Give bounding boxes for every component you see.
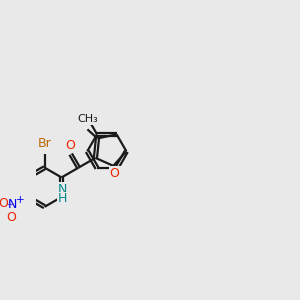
- Text: O: O: [66, 139, 76, 152]
- Text: N: N: [58, 183, 68, 196]
- Text: Cl: Cl: [75, 116, 87, 128]
- Text: ⁻: ⁻: [7, 201, 13, 214]
- Text: O: O: [110, 167, 119, 180]
- Text: Br: Br: [38, 137, 52, 150]
- Text: O: O: [0, 197, 8, 210]
- Text: +: +: [16, 195, 24, 205]
- Text: H: H: [58, 192, 68, 205]
- Text: O: O: [6, 211, 16, 224]
- Text: N: N: [8, 198, 17, 211]
- Text: CH₃: CH₃: [77, 114, 98, 124]
